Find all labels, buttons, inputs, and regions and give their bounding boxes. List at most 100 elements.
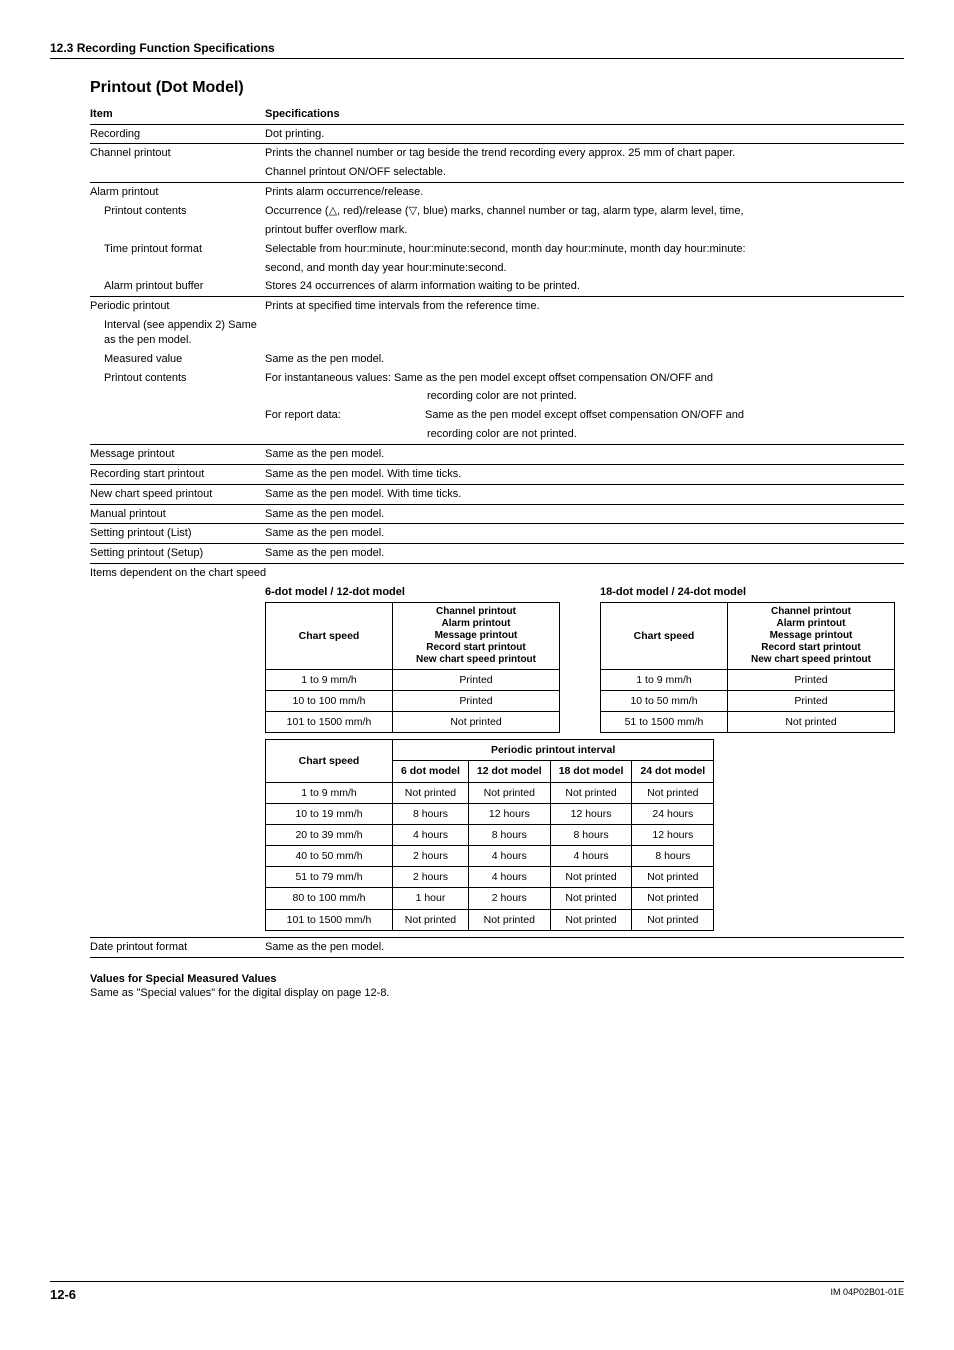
cell: Printed <box>728 669 895 690</box>
th: Chart speed <box>266 602 393 669</box>
cell: Not printed <box>468 782 550 803</box>
cell: 1 to 9 mm/h <box>601 669 728 690</box>
spec-table: Item Specifications RecordingDot printin… <box>90 105 904 564</box>
item: Time printout format <box>90 240 265 259</box>
spec: For report data:Same as the pen model ex… <box>265 406 904 425</box>
cell: 4 hours <box>393 824 469 845</box>
cell: 12 hours <box>550 803 632 824</box>
item: Setting printout (Setup) <box>90 544 265 563</box>
table-c: Chart speed Periodic printout interval 6… <box>265 739 714 931</box>
item: Recording <box>90 124 265 143</box>
cell: Not printed <box>550 782 632 803</box>
doc-id: IM 04P02B01-01E <box>830 1286 904 1304</box>
cell: Not printed <box>632 782 714 803</box>
cell: 4 hours <box>468 867 550 888</box>
cell: Not printed <box>393 909 469 930</box>
item: Channel printout <box>90 144 265 163</box>
spec: Same as the pen model. <box>265 350 904 369</box>
cell: Not printed <box>550 909 632 930</box>
spec: Stores 24 occurrences of alarm informati… <box>265 277 904 296</box>
cell: 1 hour <box>393 888 469 909</box>
spec: Prints alarm occurrence/release. <box>265 183 904 202</box>
cell: 10 to 19 mm/h <box>266 803 393 824</box>
item: Printout contents <box>90 369 265 388</box>
cell: 20 to 39 mm/h <box>266 824 393 845</box>
text: For report data: <box>265 408 425 423</box>
table-a-title: 6-dot model / 12-dot model <box>265 585 560 600</box>
cell: 40 to 50 mm/h <box>266 846 393 867</box>
th: 24 dot model <box>632 761 714 782</box>
item: New chart speed printout <box>90 484 265 503</box>
th: Chart speed <box>266 740 393 782</box>
triangle-up-icon <box>329 205 337 217</box>
text: , red)/release ( <box>337 205 409 217</box>
table-a: Chart speed Channel printout Alarm print… <box>265 602 560 734</box>
triangle-down-icon <box>409 205 417 217</box>
cell: 8 hours <box>393 803 469 824</box>
table-b: Chart speed Channel printout Alarm print… <box>600 602 895 734</box>
spec: Channel printout ON/OFF selectable. <box>265 163 904 182</box>
spec: Same as the pen model. <box>265 937 904 956</box>
text: Same as the pen model except offset comp… <box>425 409 744 421</box>
table-b-title: 18-dot model / 24-dot model <box>600 585 895 600</box>
values-heading: Values for Special Measured Values <box>90 972 904 987</box>
th: 12 dot model <box>468 761 550 782</box>
th-item: Item <box>90 105 265 124</box>
text: Interval (see appendix 2) <box>104 319 225 331</box>
item: Measured value <box>90 350 265 369</box>
text: Occurrence ( <box>265 205 329 217</box>
th-spec: Specifications <box>265 105 904 124</box>
item: Alarm printout <box>90 183 265 202</box>
cell: 2 hours <box>468 888 550 909</box>
spec: recording color are not printed. <box>265 387 904 406</box>
cell: Not printed <box>632 909 714 930</box>
item: Interval (see appendix 2) Same as the pe… <box>90 316 265 350</box>
item: Printout contents <box>90 202 265 221</box>
cell: Not printed <box>393 712 560 733</box>
cell: 51 to 1500 mm/h <box>601 712 728 733</box>
th: Channel printout Alarm printout Message … <box>393 602 560 669</box>
cell: Not printed <box>632 867 714 888</box>
cell: 10 to 50 mm/h <box>601 690 728 711</box>
spec: Selectable from hour:minute, hour:minute… <box>265 240 904 259</box>
cell: 51 to 79 mm/h <box>266 867 393 888</box>
cell: 10 to 100 mm/h <box>266 690 393 711</box>
item: Date printout format <box>90 937 265 956</box>
spec: Same as the pen model. With time ticks. <box>265 464 904 483</box>
cell: Printed <box>728 690 895 711</box>
item: Manual printout <box>90 504 265 523</box>
cell: 80 to 100 mm/h <box>266 888 393 909</box>
cell: 12 hours <box>468 803 550 824</box>
item: Message printout <box>90 444 265 463</box>
spec: For instantaneous values: Same as the pe… <box>265 369 904 388</box>
cell: 1 to 9 mm/h <box>266 782 393 803</box>
th: Chart speed <box>601 602 728 669</box>
page-number: 12-6 <box>50 1286 76 1304</box>
cell: Not printed <box>728 712 895 733</box>
cell: 4 hours <box>550 846 632 867</box>
th: 18 dot model <box>550 761 632 782</box>
cell: 4 hours <box>468 846 550 867</box>
spec: Same as the pen model. With time ticks. <box>265 484 904 503</box>
values-text: Same as "Special values" for the digital… <box>90 986 904 1001</box>
cell: 8 hours <box>632 846 714 867</box>
cell: 24 hours <box>632 803 714 824</box>
th: 6 dot model <box>393 761 469 782</box>
text: , blue) marks, channel number or tag, al… <box>417 205 743 217</box>
item: Alarm printout buffer <box>90 277 265 296</box>
cell: 12 hours <box>632 824 714 845</box>
spec: recording color are not printed. <box>265 425 904 444</box>
spec: printout buffer overflow mark. <box>265 221 904 240</box>
item: Setting printout (List) <box>90 524 265 543</box>
cell: 101 to 1500 mm/h <box>266 909 393 930</box>
spec: second, and month day year hour:minute:s… <box>265 259 904 278</box>
cell: 2 hours <box>393 846 469 867</box>
spec: Same as the pen model. <box>265 504 904 523</box>
page-title: Printout (Dot Model) <box>90 77 904 99</box>
dependent-label: Items dependent on the chart speed <box>90 566 904 581</box>
spec: Same as the pen model. <box>265 444 904 463</box>
item: Recording start printout <box>90 464 265 483</box>
spec: Occurrence ( , red)/release ( , blue) mark… <box>265 202 904 221</box>
cell: 8 hours <box>468 824 550 845</box>
spec: Same as the pen model. <box>265 524 904 543</box>
